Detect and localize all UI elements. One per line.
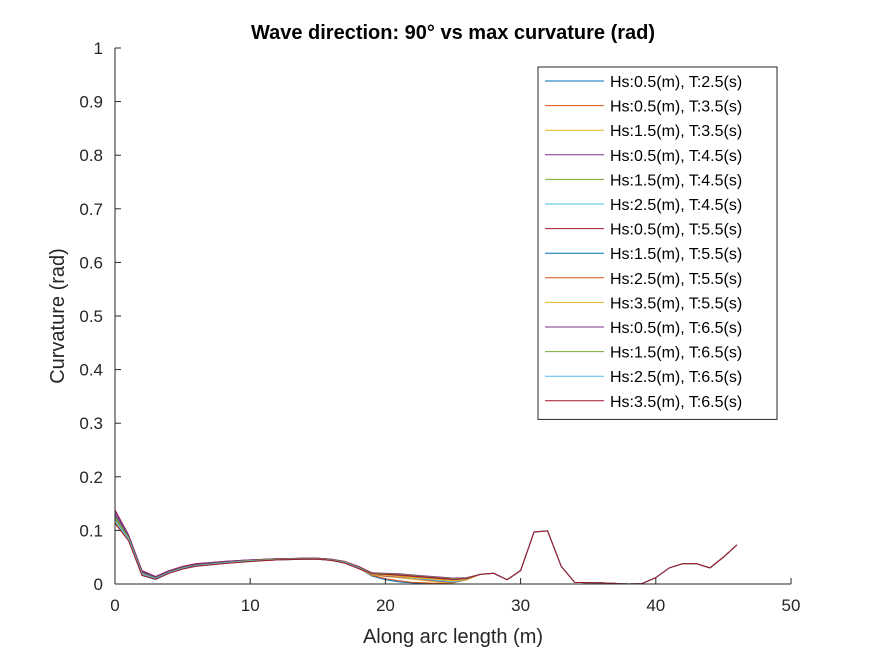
x-tick-label-5: 50 (782, 596, 801, 615)
legend-label-13: Hs:2.5(m), T:6.5(s) (610, 369, 742, 386)
x-tick-label-3: 30 (511, 596, 530, 615)
legend-label-1: Hs:0.5(m), T:2.5(s) (610, 74, 742, 91)
legend-label-12: Hs:1.5(m), T:6.5(s) (610, 345, 742, 362)
legend-label-11: Hs:0.5(m), T:6.5(s) (610, 320, 742, 337)
y-tick-label-9: 0.9 (79, 93, 103, 112)
y-tick-label-0: 0 (94, 575, 103, 594)
y-tick-label-7: 0.7 (79, 200, 103, 219)
y-tick-label-10: 1 (94, 39, 103, 58)
series-layer (114, 509, 738, 585)
y-tick-label-6: 0.6 (79, 253, 103, 272)
y-tick-label-1: 0.1 (79, 521, 103, 540)
y-axis-label: Curvature (rad) (47, 248, 69, 384)
legend-label-9: Hs:2.5(m), T:5.5(s) (610, 271, 742, 288)
legend-label-7: Hs:0.5(m), T:5.5(s) (610, 222, 742, 239)
x-tick-label-2: 20 (376, 596, 395, 615)
legend-label-4: Hs:0.5(m), T:4.5(s) (610, 148, 742, 165)
legend-label-2: Hs:0.5(m), T:3.5(s) (610, 99, 742, 116)
y-tick-label-3: 0.3 (79, 414, 103, 433)
chart-title: Wave direction: 90° vs max curvature (ra… (251, 22, 655, 44)
x-axis-label: Along arc length (m) (363, 626, 543, 648)
legend: Hs:0.5(m), T:2.5(s) Hs:0.5(m), T:3.5(s) Hs… (537, 66, 778, 420)
legend-label-10: Hs:3.5(m), T:5.5(s) (610, 295, 742, 312)
y-tick-label-8: 0.8 (79, 146, 103, 165)
legend-label-3: Hs:1.5(m), T:3.5(s) (610, 123, 742, 140)
legend-label-5: Hs:1.5(m), T:4.5(s) (610, 172, 742, 189)
x-tick-label-0: 0 (110, 596, 119, 615)
x-tick-label-1: 10 (241, 596, 260, 615)
legend-label-6: Hs:2.5(m), T:4.5(s) (610, 197, 742, 214)
legend-box (537, 66, 778, 420)
legend-label-14: Hs:3.5(m), T:6.5(s) (610, 394, 742, 411)
legend-label-8: Hs:1.5(m), T:5.5(s) (610, 246, 742, 263)
x-tick-label-4: 40 (646, 596, 665, 615)
y-tick-label-4: 0.4 (79, 361, 103, 380)
y-tick-label-5: 0.5 (79, 307, 103, 326)
axes-layer: 0 10 20 30 40 50 0 0.1 0.2 0.3 0.4 0.5 0.6 0.7 0.8 0.9 1 (79, 39, 800, 615)
series-line-14 (114, 523, 738, 585)
y-tick-label-2: 0.2 (79, 468, 103, 487)
